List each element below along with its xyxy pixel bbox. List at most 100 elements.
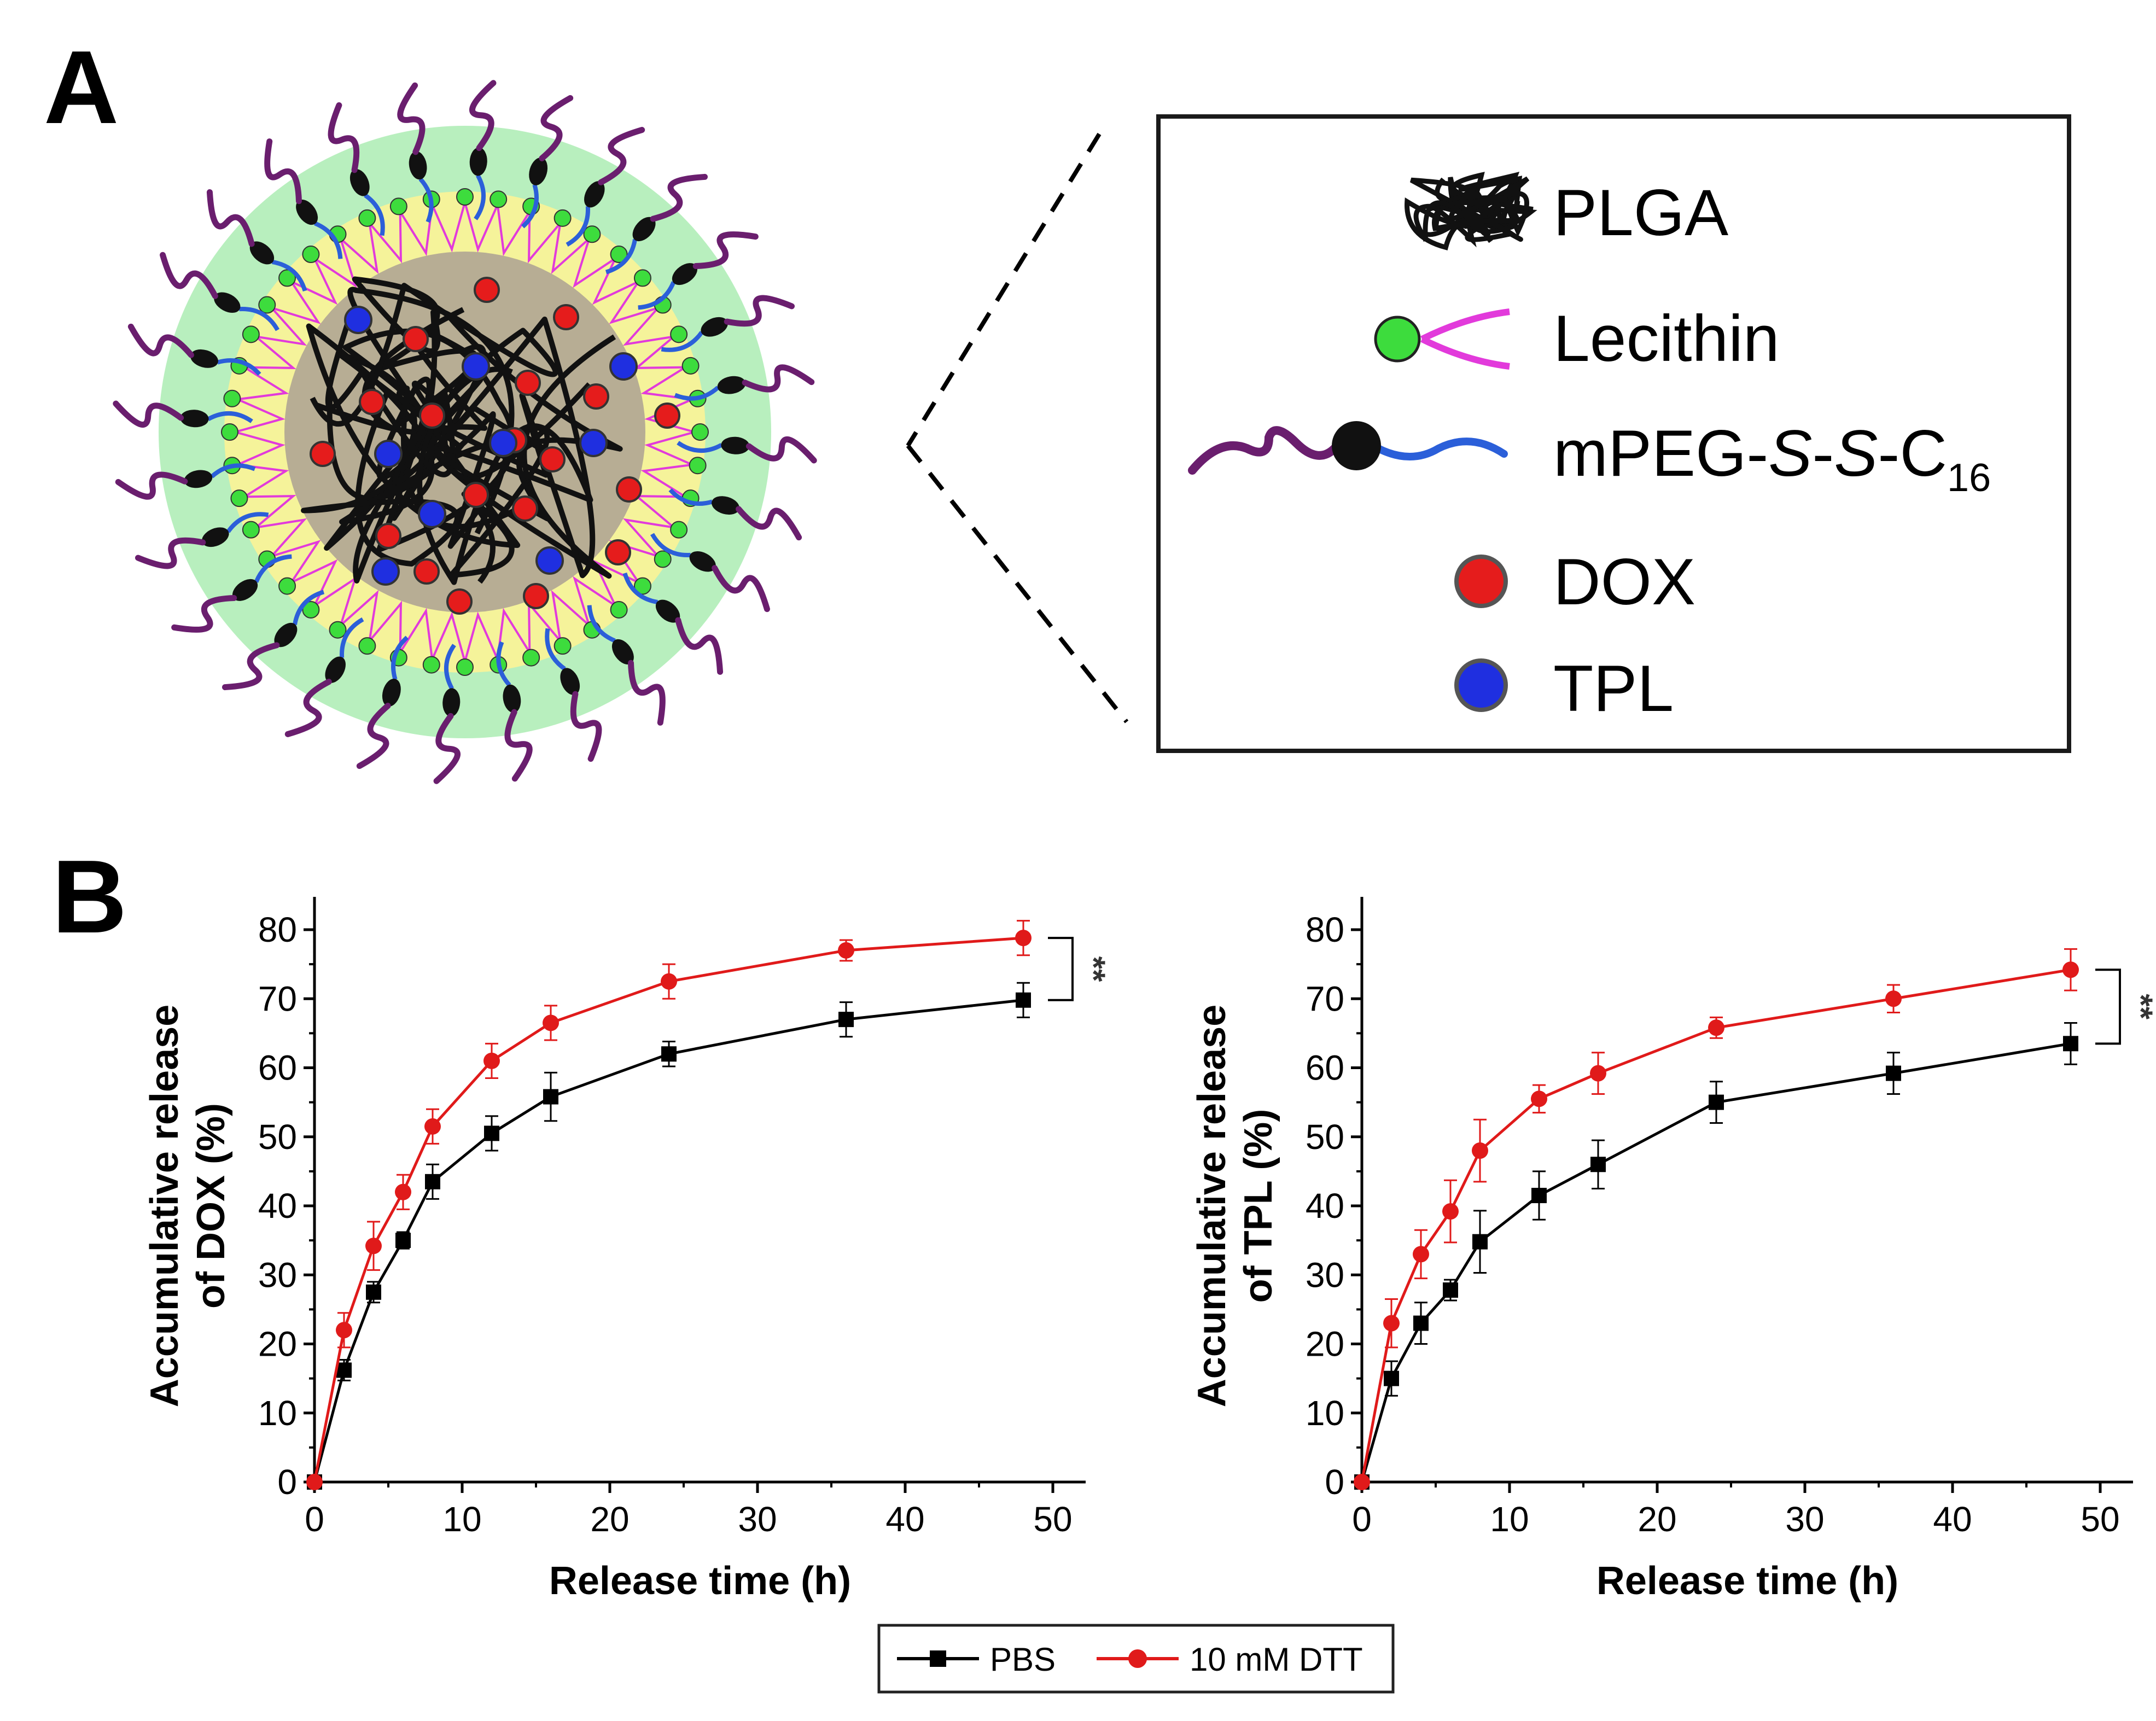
legend-lecithin-label: Lecithin [1553,302,1780,375]
dox-icon [1454,555,1508,608]
data-point [1443,1282,1458,1298]
data-point [1016,992,1031,1008]
data-point [336,1322,352,1339]
legend-pbs-marker [930,1650,946,1667]
x-tick-label: 30 [738,1500,777,1539]
dox-molecules [310,277,680,615]
data-point [1531,1188,1547,1204]
mpeg-chains [113,80,817,784]
data-point [1413,1315,1429,1331]
x-tick-label: 10 [1490,1500,1529,1539]
legend-tpl-label: TPL [1553,652,1674,725]
y-axis-title-line2: of TPL (%) [1237,1109,1280,1303]
data-point [1472,1234,1488,1250]
significance-bracket [2095,969,2121,1045]
data-point [661,973,677,990]
x-tick-label: 20 [1638,1500,1676,1539]
series-line [1360,1042,2071,1483]
component-legend: PLGA Lecithin mPEG-S-S-C16 DOX TPL [1156,114,2071,753]
y-tick-label: 0 [277,1462,297,1502]
series-pbs [1354,1022,2078,1490]
data-point [1383,1315,1400,1332]
data-point [483,1052,500,1069]
series-10-mm-dtt [306,920,1032,1490]
y-tick-label: 30 [258,1255,297,1294]
x-tick-label: 30 [1785,1500,1824,1539]
y-axis-title-line2: of DOX (%) [189,1103,233,1309]
legend-pbs-label: PBS [990,1641,1056,1678]
legend-dox-label: DOX [1553,545,1695,619]
data-point [2063,1036,2078,1052]
data-point [306,1474,323,1490]
data-point [1708,1019,1724,1036]
x-tick-label: 50 [2081,1500,2119,1539]
significance-bracket [1048,937,1074,1001]
data-point [1015,930,1032,947]
x-tick-label: 20 [590,1500,629,1539]
data-point [366,1284,381,1300]
y-tick-label: 70 [258,979,297,1018]
x-axis-title: Release time (h) [549,1559,851,1603]
data-point [425,1174,440,1189]
y-tick-label: 40 [1306,1186,1344,1226]
x-tick-label: 40 [885,1500,924,1539]
y-tick-label: 30 [1306,1255,1344,1294]
data-point [661,1046,677,1062]
series-legend: PBS 10 mM DTT [877,1624,1395,1694]
lecithin-icon [1374,308,1510,370]
data-point [1413,1246,1429,1263]
series-line [1360,968,2071,1483]
y-tick-label: 10 [1306,1393,1344,1433]
y-tick-label: 60 [1306,1048,1344,1088]
zoom-line-top [906,132,1102,447]
data-point [543,1089,558,1105]
mpeg-ss-c16-icon [1188,421,1508,475]
y-axis-title-line1: Accumulative release [143,1005,187,1407]
data-point [838,942,854,959]
data-point [838,1012,854,1028]
tpl-molecules [344,306,638,586]
panel-b-letter: B [52,839,127,955]
series-line [313,936,1024,1483]
series-pbs [307,982,1031,1490]
tpl-release-chart: 0 10 20 30 40 50 60 70 80 0 10 20 30 40 50 Release time… [1190,897,2156,1603]
y-tick-label: 50 [1306,1117,1344,1157]
y-tick-label: 80 [258,910,297,949]
data-point [1354,1474,1370,1490]
data-point [395,1233,411,1249]
x-tick-label: 0 [1352,1500,1372,1539]
x-tick-label: 40 [1933,1500,1972,1539]
data-point [395,1183,411,1200]
x-axis-title: Release time (h) [1596,1559,1898,1603]
data-point [1442,1203,1459,1220]
legend-dtt-marker [1128,1649,1147,1668]
data-point [336,1362,352,1378]
y-tick-label: 0 [1325,1462,1344,1502]
significance-label: ** [1075,956,1112,982]
x-tick-label: 10 [442,1500,481,1539]
data-point [1472,1142,1488,1159]
panel-a-letter: A [44,30,119,145]
y-tick-label: 20 [258,1325,297,1364]
y-tick-label: 70 [1306,979,1344,1018]
nanoparticle-schematic [113,80,817,784]
series-10-mm-dtt [1354,948,2079,1490]
plga-coil-icon [1405,172,1537,250]
legend-mpeg-label: mPEG-S-S-C16 [1553,417,1991,500]
component-legend-frame [1156,114,2071,753]
y-tick-label: 10 [258,1393,297,1433]
series-line [313,999,1024,1483]
y-tick-label: 40 [258,1186,297,1226]
data-point [484,1125,499,1141]
data-point [1886,1065,1901,1081]
data-point [424,1118,441,1135]
lecithin-tails [235,202,695,662]
zoom-line-bottom [906,444,1129,724]
tpl-icon [1454,658,1508,712]
dox-release-chart: 0 10 20 30 40 50 60 70 80 0 10 20 30 40 50 Release time… [143,897,1112,1603]
data-point [365,1238,382,1255]
y-tick-label: 60 [258,1048,297,1088]
data-point [1590,1157,1606,1172]
data-point [1885,990,1902,1007]
